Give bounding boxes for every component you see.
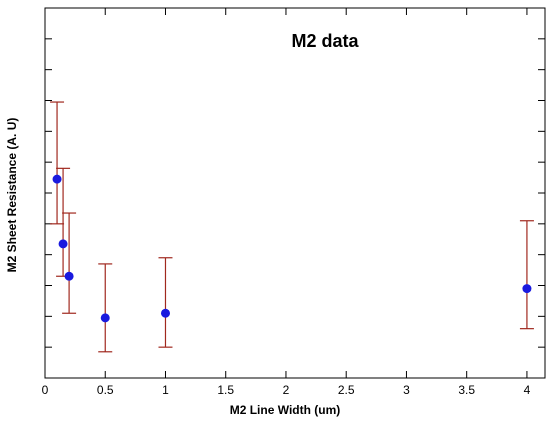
x-axis-ticks: 0 0.5 1 1.5 2 2.5 3 3.5 4 [42,8,531,397]
x-tick-label: 4 [524,383,531,397]
data-point [64,271,74,281]
x-tick-label: 0 [42,383,49,397]
plot-border [44,7,546,379]
plot-frame [44,7,546,379]
data-point [58,239,68,249]
data-points [52,174,532,323]
data-point [100,313,110,323]
y-axis-ticks [45,38,545,348]
x-tick-label: 2.5 [338,383,355,397]
data-point [52,174,62,184]
x-axis-label: M2 Line Width (um) [230,403,341,417]
data-point [522,284,532,294]
x-tick-label: 3 [403,383,410,397]
chart-title: M2 data [291,31,359,51]
data-point [160,308,170,318]
error-bars [50,101,534,353]
y-axis-label: M2 Sheet Resistance (A. U) [5,118,19,273]
x-tick-label: 3.5 [458,383,475,397]
x-tick-label: 2 [283,383,290,397]
x-tick-label: 1.5 [217,383,234,397]
x-tick-label: 0.5 [97,383,114,397]
x-tick-label: 1 [162,383,169,397]
